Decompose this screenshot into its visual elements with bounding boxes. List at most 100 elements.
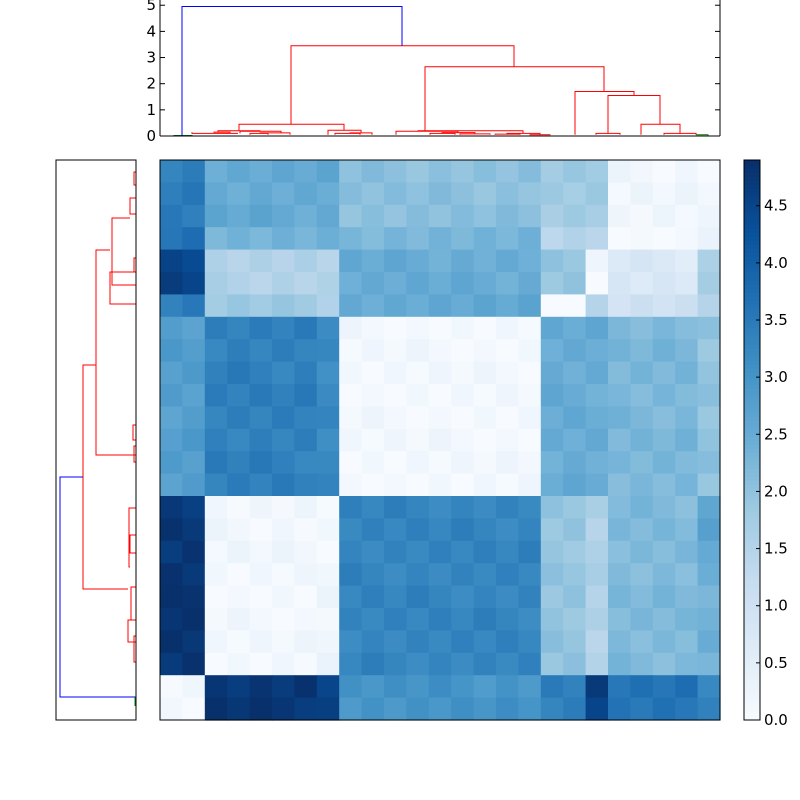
- heatmap-cell: [563, 160, 587, 183]
- heatmap-cell: [384, 428, 407, 452]
- colorbar-gradient-step: [744, 328, 760, 333]
- heatmap-cell: [160, 473, 183, 497]
- heatmap-cell: [294, 428, 318, 452]
- colorbar-gradient-step: [744, 536, 760, 541]
- heatmap-cell: [451, 316, 475, 340]
- colorbar-gradient-step: [744, 584, 760, 589]
- heatmap-cell: [451, 697, 475, 721]
- heatmap-cell: [540, 518, 564, 542]
- heatmap-cell: [361, 473, 385, 497]
- heatmap-cell: [361, 339, 385, 363]
- heatmap-cell: [339, 384, 363, 407]
- top-dendrogram-link: [181, 6, 403, 136]
- heatmap-cell: [384, 496, 407, 519]
- heatmap-cell: [451, 451, 475, 475]
- heatmap-cell: [294, 316, 318, 340]
- heatmap-cell: [249, 384, 273, 407]
- heatmap-cell: [473, 182, 497, 206]
- heatmap-cell: [182, 406, 206, 430]
- heatmap-cell: [630, 585, 654, 609]
- heatmap-cell: [608, 204, 631, 228]
- colorbar-gradient-step: [744, 240, 760, 245]
- heatmap-cell: [272, 204, 295, 228]
- heatmap-cell: [384, 697, 407, 721]
- heatmap-cell: [608, 608, 631, 631]
- heatmap-cell: [585, 160, 609, 183]
- heatmap-cell: [339, 182, 363, 206]
- heatmap-cell: [294, 406, 318, 430]
- heatmap-cell: [518, 697, 542, 721]
- heatmap-cell: [563, 384, 587, 407]
- heatmap-cell: [428, 496, 452, 519]
- heatmap-cell: [451, 540, 475, 564]
- heatmap-cell: [540, 652, 564, 676]
- heatmap-cell: [249, 518, 273, 542]
- heatmap-cell: [160, 675, 183, 699]
- heatmap-cell: [473, 473, 497, 497]
- heatmap-cell: [496, 585, 519, 609]
- left-dendrogram-link: [129, 534, 136, 554]
- heatmap-cell: [182, 384, 206, 407]
- top-dendrogram-ytick-label: 3: [146, 49, 156, 67]
- heatmap-cell: [249, 406, 273, 430]
- colorbar-tick-label: 1.5: [764, 540, 788, 558]
- heatmap-cell: [585, 384, 609, 407]
- heatmap-cell: [384, 294, 407, 318]
- heatmap-cell: [496, 182, 519, 206]
- top-dendrogram-ytick-label: 5: [146, 0, 156, 14]
- heatmap-cell: [339, 361, 363, 385]
- colorbar-gradient-step: [744, 676, 760, 681]
- heatmap-cell: [249, 316, 273, 340]
- heatmap-cell: [182, 652, 206, 676]
- heatmap-cell: [652, 496, 676, 519]
- heatmap-cell: [227, 272, 251, 295]
- top-dendrogram-link: [595, 132, 621, 135]
- heatmap-cell: [675, 204, 699, 228]
- heatmap-cell: [249, 652, 273, 676]
- heatmap-cell: [652, 182, 676, 206]
- colorbar-gradient-step: [744, 644, 760, 649]
- heatmap-cell: [406, 697, 430, 721]
- heatmap-cell: [406, 630, 430, 654]
- heatmap-cell: [339, 697, 363, 721]
- heatmap-cell: [630, 204, 654, 228]
- heatmap-cell: [339, 316, 363, 340]
- heatmap-cell: [182, 227, 206, 251]
- heatmap-cell: [451, 518, 475, 542]
- heatmap-cell: [227, 496, 251, 519]
- heatmap-cell: [540, 540, 564, 564]
- heatmap-cell: [316, 585, 340, 609]
- heatmap-cell: [249, 563, 273, 587]
- heatmap-cell: [182, 563, 206, 587]
- heatmap-cell: [384, 249, 407, 273]
- heatmap-cell: [294, 630, 318, 654]
- heatmap-cell: [339, 563, 363, 587]
- heatmap-cell: [339, 675, 363, 699]
- heatmap-cell: [675, 630, 699, 654]
- heatmap-cell: [496, 249, 519, 273]
- left-dendrogram-link: [133, 445, 136, 463]
- colorbar-tick-label: 4.5: [764, 197, 788, 215]
- heatmap-cell: [182, 585, 206, 609]
- heatmap-cell: [540, 384, 564, 407]
- heatmap-cell: [428, 339, 452, 363]
- heatmap-cell: [227, 540, 251, 564]
- colorbar-gradient-step: [744, 640, 760, 645]
- heatmap-cell: [272, 608, 295, 631]
- colorbar-gradient-step: [744, 244, 760, 249]
- colorbar-gradient-step: [744, 692, 760, 697]
- heatmap-cell: [316, 227, 340, 251]
- heatmap-cell: [608, 249, 631, 273]
- colorbar-tick-label: 2.5: [764, 425, 788, 443]
- heatmap-cell: [249, 361, 273, 385]
- heatmap-cell: [585, 316, 609, 340]
- heatmap-cell: [451, 294, 475, 318]
- heatmap-cell: [294, 473, 318, 497]
- heatmap-cell: [630, 496, 654, 519]
- top-dendrogram-link: [663, 132, 697, 135]
- heatmap-cell: [339, 227, 363, 251]
- heatmap-cell: [496, 630, 519, 654]
- heatmap-cell: [160, 585, 183, 609]
- colorbar-tick-label: 3.5: [764, 311, 788, 329]
- heatmap-cell: [249, 496, 273, 519]
